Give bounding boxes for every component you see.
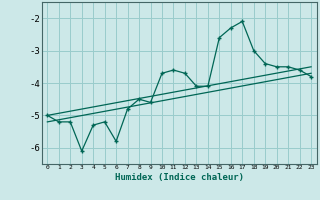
X-axis label: Humidex (Indice chaleur): Humidex (Indice chaleur) [115,173,244,182]
